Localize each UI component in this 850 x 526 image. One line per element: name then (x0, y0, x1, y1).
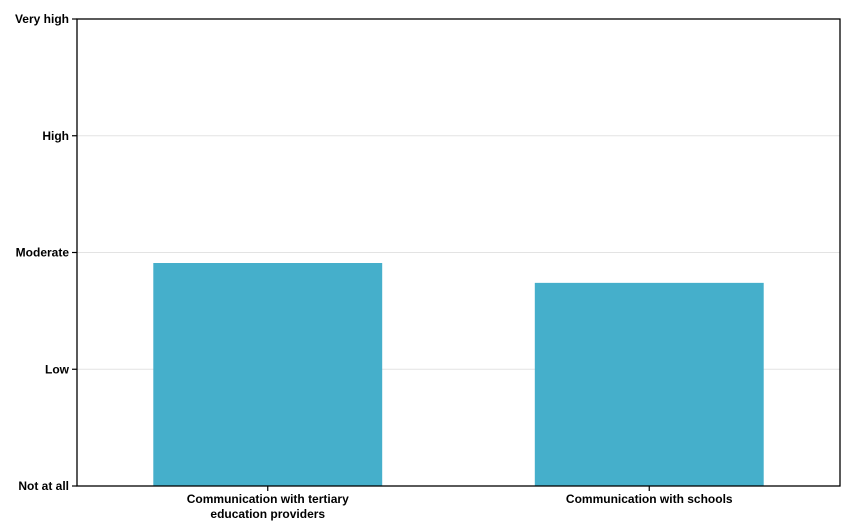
y-tick-label: Low (45, 362, 70, 376)
bar (153, 263, 383, 486)
bars (153, 263, 764, 486)
x-category-label: Communication with tertiary education pro… (187, 492, 349, 521)
y-tick-label: High (42, 129, 69, 143)
x-category-label: Communication with schools (566, 492, 733, 506)
x-category-label-line: Communication with tertiary (187, 492, 349, 506)
x-axis: Communication with tertiary education pro… (187, 486, 733, 521)
y-tick-label: Very high (15, 12, 69, 26)
y-tick-label: Not at all (18, 479, 69, 493)
x-category-label-line: education providers (210, 507, 325, 521)
y-axis: Not at all Low Moderate High Very high (15, 12, 77, 493)
bar (534, 282, 764, 486)
y-tick-label: Moderate (16, 246, 70, 260)
x-category-label-line: Communication with schools (566, 492, 733, 506)
